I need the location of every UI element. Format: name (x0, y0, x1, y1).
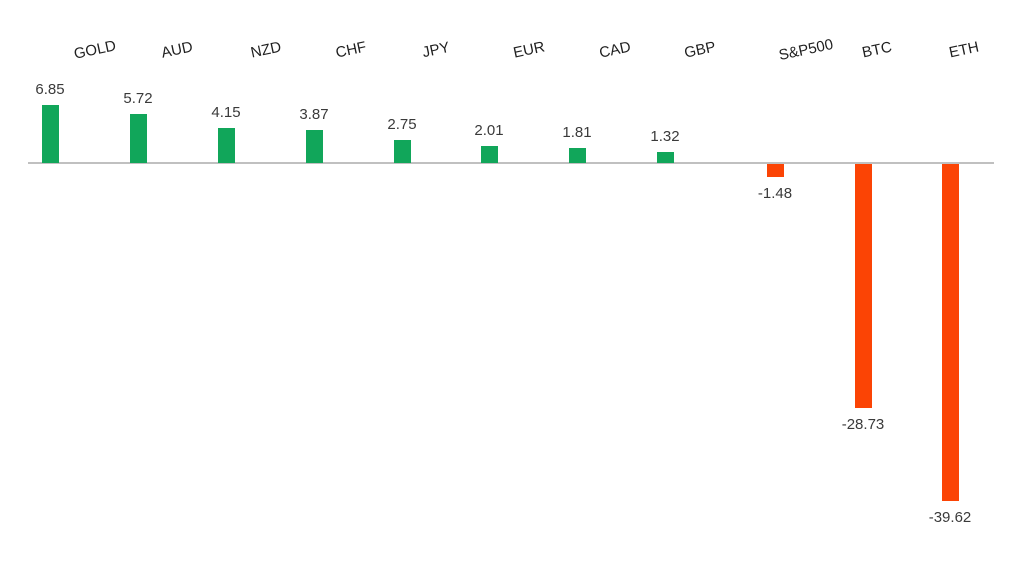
negative-bar (941, 164, 959, 501)
positive-bar (305, 130, 323, 163)
value-label: 2.75 (387, 115, 417, 133)
value-label: 6.85 (35, 80, 65, 98)
zero-axis-line (28, 162, 994, 164)
category-label: BTC (860, 38, 894, 62)
category-label: GBP (682, 38, 718, 62)
value-label: 5.72 (123, 90, 153, 108)
category-label: GOLD (72, 37, 118, 63)
value-label: -39.62 (928, 508, 972, 526)
value-label: -1.48 (757, 184, 793, 202)
positive-bar (217, 127, 235, 163)
category-label: S&P500 (777, 35, 835, 65)
value-label: 2.01 (474, 121, 504, 139)
negative-bar (854, 164, 872, 409)
value-label: 1.81 (562, 123, 592, 141)
positive-bar (41, 104, 59, 163)
category-label: CAD (597, 38, 633, 62)
positive-bar (129, 114, 147, 163)
positive-bar (568, 147, 586, 163)
category-label: ETH (947, 38, 981, 62)
positive-bar (656, 151, 674, 163)
positive-bar (480, 145, 498, 163)
category-label: JPY (420, 38, 452, 62)
negative-bar (766, 164, 784, 177)
category-label: NZD (249, 38, 283, 62)
category-label: EUR (511, 38, 547, 62)
category-label: CHF (334, 38, 368, 62)
value-label: 4.15 (211, 103, 241, 121)
positive-bar (393, 139, 411, 163)
value-label: 3.87 (299, 106, 329, 124)
category-label: AUD (159, 38, 195, 62)
value-label: -28.73 (841, 416, 885, 434)
value-label: 1.32 (650, 127, 680, 145)
